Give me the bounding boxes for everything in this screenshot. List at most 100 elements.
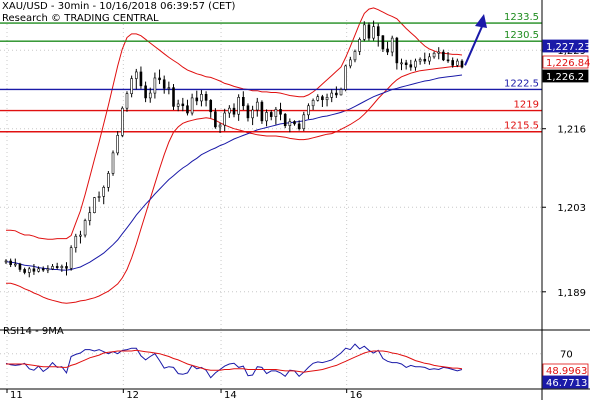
- candle-body: [190, 97, 194, 114]
- indicator-line: [6, 65, 463, 304]
- candle-body: [362, 24, 366, 40]
- forecast-arrow-shaft: [464, 21, 485, 66]
- candle-body: [204, 93, 208, 101]
- candle-body: [418, 58, 422, 62]
- candle-body: [23, 269, 26, 273]
- candle-body: [265, 112, 268, 122]
- candle-body: [414, 60, 417, 68]
- candle-body: [107, 173, 110, 188]
- candle-body: [51, 266, 54, 270]
- rsi-line: [6, 349, 463, 373]
- rsi-line: [5, 343, 463, 379]
- forecast-arrow: [464, 13, 487, 66]
- price-tick-label: 1,189: [557, 288, 586, 299]
- candle-body: [237, 97, 240, 115]
- time-tick-label: 11: [10, 390, 23, 400]
- candle-body: [125, 93, 129, 109]
- price-tag-label: 1,226.84: [546, 58, 590, 69]
- time-tick-label: 12: [126, 390, 139, 400]
- candle-body: [279, 109, 282, 115]
- candle-body: [242, 97, 245, 107]
- candle-body: [325, 97, 329, 101]
- candle-body: [395, 37, 399, 64]
- rsi-value-tag-box: [542, 375, 589, 389]
- rsi-title: RSI14 - 9MA: [3, 326, 64, 337]
- forecast-arrow-head: [475, 13, 487, 28]
- grid: [0, 20, 542, 388]
- candle-body: [32, 268, 36, 272]
- candle-body: [14, 263, 17, 266]
- candle-body: [223, 112, 226, 126]
- candle-body: [460, 60, 464, 68]
- candle-body: [176, 103, 180, 107]
- candle-body: [409, 64, 413, 68]
- candle-body: [88, 212, 92, 221]
- candle-body: [446, 59, 450, 62]
- price-tag-label: 1,226.2: [546, 72, 584, 83]
- candle-body: [37, 268, 40, 272]
- price-tag-box: [542, 69, 589, 83]
- candle-body: [209, 100, 213, 113]
- candle-body: [335, 92, 338, 96]
- price-tick-label: 1,216: [557, 125, 586, 136]
- candle-body: [316, 96, 320, 101]
- candle-body: [55, 266, 59, 268]
- candle-body: [9, 260, 12, 265]
- level-label: 1230.5: [504, 30, 539, 41]
- candle-body: [102, 187, 106, 197]
- candle-body: [93, 197, 96, 213]
- candle-body: [116, 135, 119, 154]
- candle-body: [153, 77, 157, 94]
- candle-body: [451, 60, 454, 66]
- candle-body: [390, 37, 394, 53]
- candle-body: [41, 268, 45, 271]
- candle-body: [228, 107, 231, 114]
- candle-body: [218, 124, 222, 128]
- candle-body: [456, 60, 459, 66]
- candle-body: [144, 85, 147, 99]
- candle-body: [404, 62, 408, 65]
- rsi-tick-label: 70: [560, 350, 573, 361]
- candle-body: [344, 65, 347, 90]
- candle-body: [349, 59, 352, 67]
- candle-body: [367, 24, 371, 39]
- level-label: 1215.5: [504, 121, 539, 132]
- candle-body: [79, 234, 82, 237]
- candle-body: [251, 109, 254, 119]
- candle-body: [69, 247, 73, 269]
- candle-body: [372, 26, 375, 39]
- price-tick-label: 1,203: [557, 203, 586, 214]
- candle-body: [311, 100, 315, 107]
- research-credit: Research © TRADING CENTRAL: [2, 13, 159, 24]
- candle-body: [274, 109, 278, 117]
- candle-body: [442, 51, 445, 61]
- candle-body: [158, 77, 161, 81]
- indicator-lines: [5, 7, 463, 304]
- candle-body: [134, 71, 138, 79]
- level-label: 1219: [514, 100, 539, 111]
- candle-body: [121, 107, 124, 136]
- rsi-value-tag-label: 48.9963: [546, 366, 587, 377]
- candle-body: [214, 111, 217, 128]
- candle-body: [339, 89, 343, 96]
- candle-body: [307, 105, 310, 116]
- candle-body: [4, 260, 8, 263]
- indicator-line: [5, 74, 463, 271]
- candle-body: [330, 92, 334, 98]
- candle-body: [74, 235, 78, 249]
- candle-body: [200, 93, 203, 102]
- indicator-line: [6, 7, 463, 240]
- time-tick-label: 14: [224, 390, 237, 400]
- price-tag-box: [542, 55, 589, 69]
- candle-body: [321, 96, 324, 101]
- support-resistance-levels: 1233.5 1230.5 1222.5 1219 1215.5: [0, 12, 542, 133]
- candle-body: [18, 263, 22, 270]
- price-tag-box: [542, 39, 589, 53]
- candle-body: [148, 92, 152, 99]
- time-tick-label: 16: [350, 390, 363, 400]
- candle-body: [376, 26, 380, 37]
- candle-body: [186, 105, 189, 114]
- candle-body: [111, 152, 115, 174]
